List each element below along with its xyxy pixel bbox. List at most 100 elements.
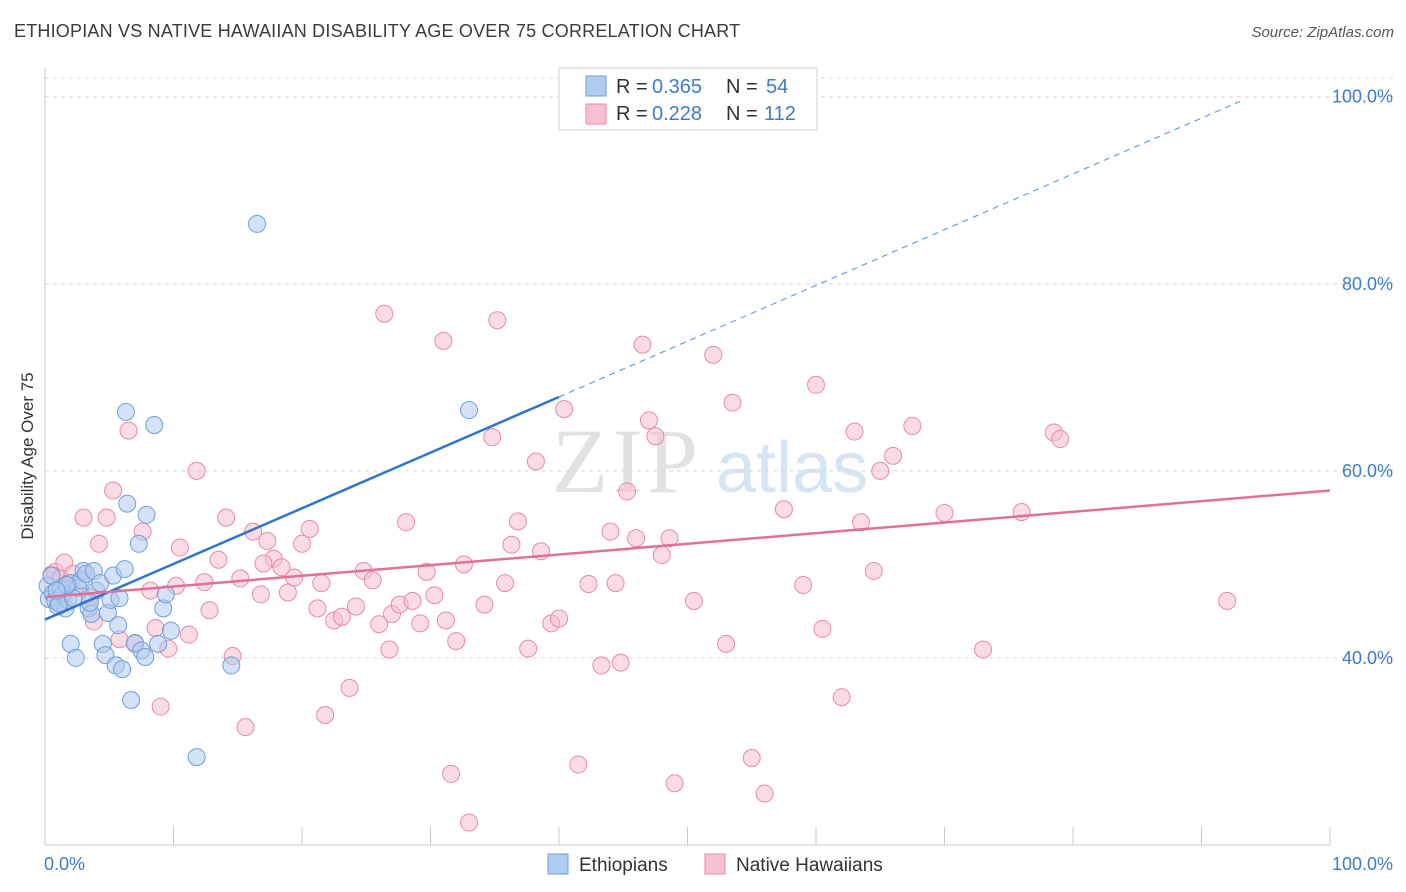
data-point: [774, 500, 793, 519]
data-point: [363, 571, 382, 590]
data-point: [935, 503, 954, 522]
data-point: [1012, 503, 1031, 522]
data-point: [742, 749, 761, 768]
data-point: [460, 813, 479, 832]
legend-n-value-2: 112: [764, 103, 796, 125]
data-point: [519, 639, 538, 658]
data-point: [217, 508, 236, 527]
bottom-legend-ethiopians: Ethiopians: [579, 855, 668, 876]
data-point: [89, 534, 108, 553]
y-tick-label: 60.0%: [1342, 461, 1393, 481]
data-point: [579, 575, 598, 594]
data-point: [380, 640, 399, 659]
data-point: [974, 640, 993, 659]
ethiopians-trend-line: [44, 395, 560, 621]
data-point: [483, 428, 502, 447]
data-point: [346, 597, 365, 616]
data-point: [569, 755, 588, 774]
data-point: [723, 393, 742, 412]
data-point: [436, 611, 455, 630]
data-point: [526, 452, 545, 471]
series-legend: Ethiopians Native Hawaiians: [547, 853, 883, 876]
data-point: [340, 678, 359, 697]
y-tick-label: 80.0%: [1342, 274, 1393, 294]
legend-r-value-1: 0.365: [652, 76, 702, 98]
data-point: [272, 558, 291, 577]
data-point: [652, 546, 671, 565]
data-point: [122, 691, 141, 710]
y-axis-label: Disability Age Over 75: [18, 372, 37, 539]
data-point: [161, 621, 180, 640]
data-point: [425, 586, 444, 605]
data-point: [248, 214, 267, 233]
data-point: [1051, 430, 1070, 449]
x-tick-label: 100.0%: [1332, 854, 1393, 874]
chart-title: ETHIOPIAN VS NATIVE HAWAIIAN DISABILITY …: [14, 21, 741, 41]
data-point: [442, 764, 461, 783]
bottom-legend-native-hawaiians: Native Hawaiians: [736, 855, 883, 876]
data-point: [851, 513, 870, 532]
data-point: [807, 375, 825, 394]
data-point: [454, 555, 473, 574]
data-point: [179, 625, 198, 644]
data-point: [156, 585, 175, 604]
data-point: [606, 574, 625, 593]
legend-swatch-ethiopians: [585, 75, 607, 97]
bottom-legend-swatch-ethiopians: [547, 853, 569, 875]
data-point: [447, 632, 466, 651]
data-point: [684, 591, 703, 610]
y-tick-label: 100.0%: [1332, 87, 1393, 107]
data-point: [403, 591, 422, 610]
data-point: [592, 656, 611, 675]
data-point: [794, 575, 813, 594]
data-point: [115, 560, 134, 579]
axes: [44, 68, 1331, 846]
legend-n-label-1: N =: [726, 76, 758, 98]
data-point: [417, 562, 436, 581]
data-point: [704, 345, 723, 364]
data-point: [129, 534, 148, 553]
data-point: [222, 656, 241, 675]
data-point: [97, 508, 116, 527]
data-point: [660, 529, 679, 548]
data-point: [74, 508, 93, 527]
data-point: [145, 416, 164, 435]
y-tick-labels: 40.0% 60.0% 80.0% 100.0%: [1332, 87, 1393, 668]
data-point: [434, 331, 453, 350]
bottom-legend-swatch-native-hawaiians: [704, 853, 726, 875]
data-point: [300, 519, 319, 538]
data-point: [397, 513, 416, 532]
x-tick-labels: 0.0% 100.0%: [44, 854, 1393, 874]
legend-r-label-2: R =: [616, 103, 648, 125]
data-point: [116, 402, 135, 421]
data-point: [258, 532, 277, 551]
data-point: [231, 569, 250, 588]
data-point: [187, 461, 206, 480]
data-point: [813, 619, 832, 638]
data-point: [209, 550, 228, 569]
data-point: [308, 599, 327, 618]
data-point: [618, 482, 637, 501]
data-point: [146, 618, 165, 637]
data-point: [113, 660, 132, 679]
watermark-atlas: atlas: [716, 428, 868, 508]
data-point: [200, 601, 219, 620]
data-point: [646, 427, 665, 446]
data-point: [109, 616, 128, 635]
data-point: [254, 554, 273, 573]
data-point: [601, 522, 620, 541]
data-point: [488, 311, 507, 330]
data-point: [149, 634, 168, 653]
data-point: [550, 609, 568, 628]
chart-source: Source: ZipAtlas.com: [1251, 24, 1394, 41]
data-point: [375, 304, 394, 323]
legend-n-label-2: N =: [726, 103, 758, 125]
y-tick-label: 40.0%: [1342, 648, 1393, 668]
data-point: [611, 653, 630, 672]
data-point: [903, 416, 922, 435]
data-point: [136, 647, 155, 666]
data-point: [639, 411, 658, 430]
data-point: [118, 494, 137, 513]
data-point: [151, 697, 170, 716]
